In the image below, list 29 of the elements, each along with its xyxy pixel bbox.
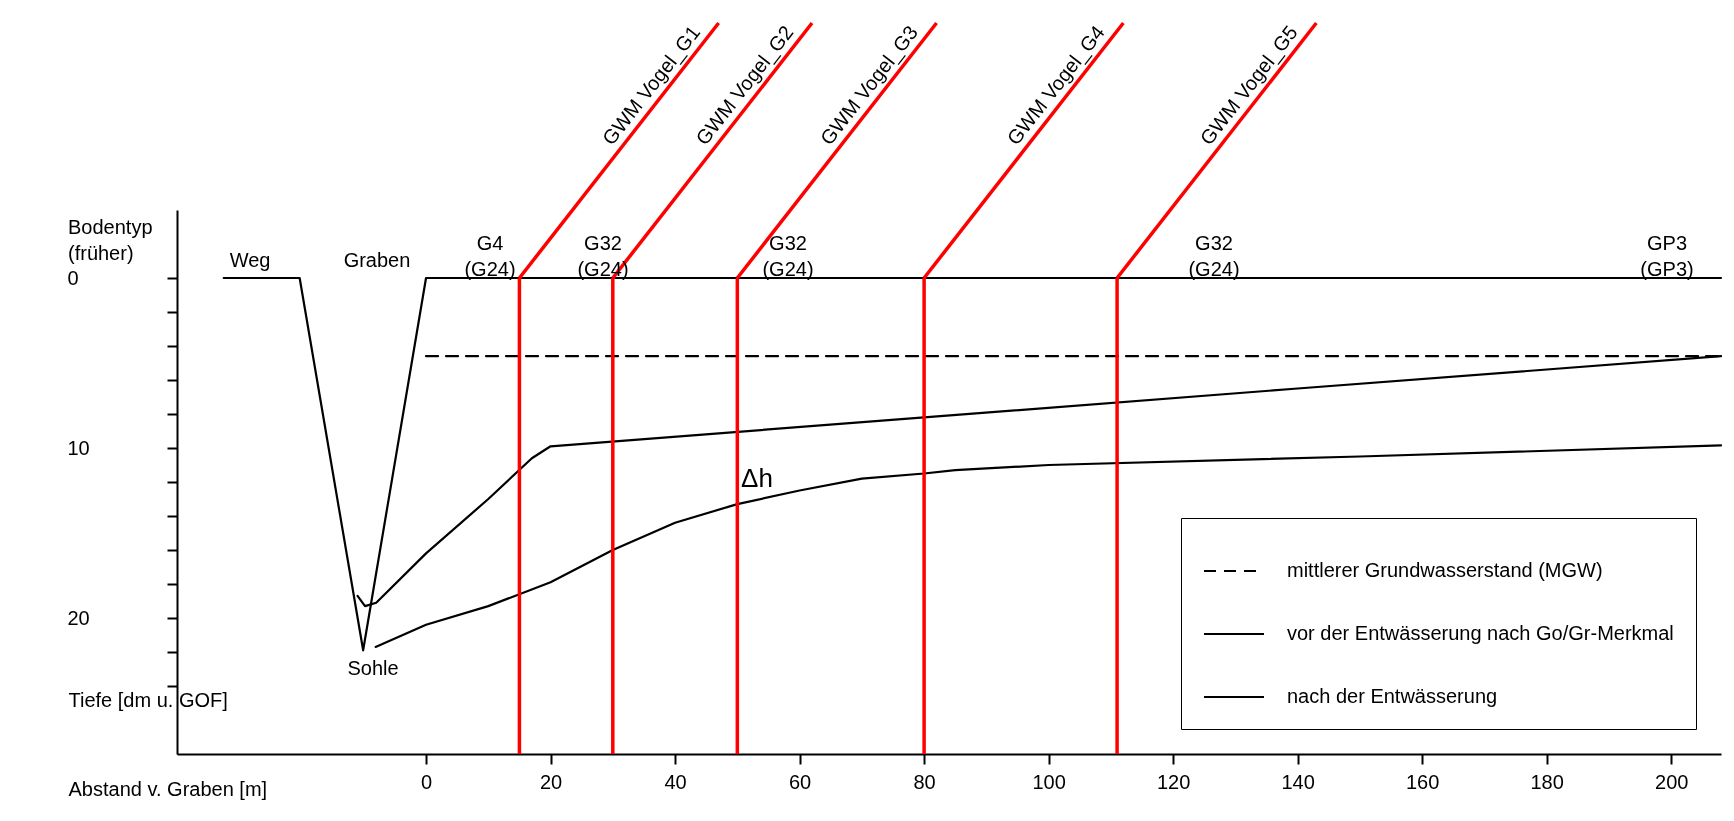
y-tick-label: 0	[67, 266, 79, 289]
x-tick-label: 80	[913, 770, 936, 793]
annotation: Δh	[741, 463, 773, 493]
annotation: GP3 (GP3)	[1640, 232, 1694, 280]
annotation: Sohle	[347, 657, 399, 679]
y-tick-label: 10	[67, 436, 90, 459]
annotation: Graben	[343, 249, 411, 271]
y-axis-title: Tiefe [dm u. GOF]	[68, 688, 228, 711]
annotation: Weg	[229, 249, 271, 271]
x-tick-label: 200	[1655, 770, 1689, 793]
legend-label: vor der Entwässerung nach Go/Gr-Merkmal	[1287, 622, 1674, 644]
x-tick-label: 160	[1405, 770, 1440, 793]
x-tick-label: 100	[1032, 770, 1066, 793]
x-tick-label: 40	[664, 770, 687, 793]
line-series	[374, 444, 1723, 648]
x-tick-label: 60	[788, 770, 812, 793]
annotation: G32 (G24)	[762, 232, 814, 280]
x-tick-label: 180	[1530, 770, 1564, 793]
text: Bodentyp (früher)	[68, 216, 153, 264]
y-tick-label: 20	[67, 606, 90, 629]
annotation: G32 (G24)	[1188, 232, 1240, 280]
x-tick-label: 140	[1281, 770, 1315, 793]
x-tick-label: 120	[1156, 770, 1191, 793]
legend-label: nach der Entwässerung	[1287, 685, 1498, 707]
x-tick-label: 20	[539, 770, 563, 793]
legend-label: mittlerer Grundwasserstand (MGW)	[1287, 559, 1603, 581]
annotation: G4 (G24)	[464, 232, 516, 280]
x-tick-label: 0	[420, 770, 433, 793]
x-axis-title: Abstand v. Graben [m]	[68, 777, 268, 800]
